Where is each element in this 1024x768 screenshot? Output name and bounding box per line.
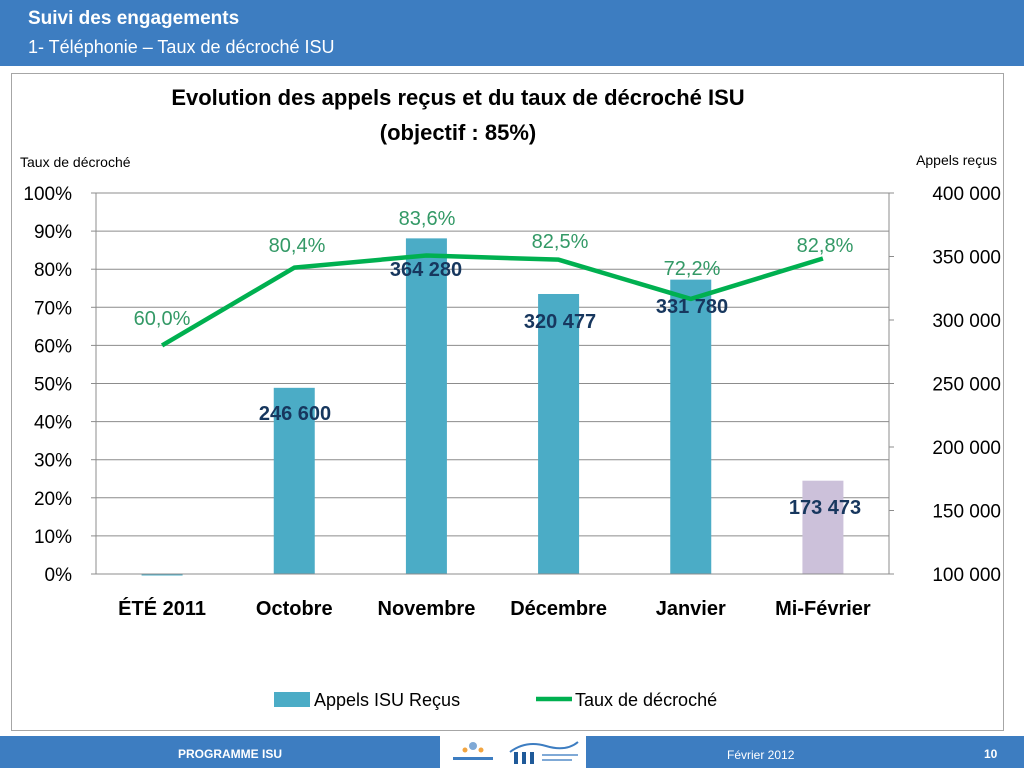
line-data-label: 82,8% bbox=[797, 235, 854, 257]
line-data-label: 72,2% bbox=[664, 258, 721, 280]
right-tick-label: 100 000 bbox=[932, 565, 1001, 586]
bar-data-label: 173 473 bbox=[789, 497, 861, 519]
bar bbox=[405, 238, 447, 575]
right-axis-ticks: 100 000 150 000 200 000 250 000 300 000 350 0… bbox=[932, 184, 1001, 586]
line-data-label: 80,4% bbox=[269, 235, 326, 257]
line-data-label: 60,0% bbox=[134, 308, 191, 330]
bar-series bbox=[141, 238, 844, 576]
left-tick-label: 20% bbox=[34, 489, 72, 510]
line-data-label: 82,5% bbox=[532, 231, 589, 253]
left-axis-ticks: 0% 10% 20% 30% 40% 50% 60% 70% 80% 90% 100% bbox=[23, 184, 72, 586]
chart: Evolution des appels reçus et du taux de… bbox=[20, 85, 1001, 710]
line-data-label: 83,6% bbox=[399, 208, 456, 230]
footer-date: Février 2012 bbox=[727, 748, 795, 762]
left-tick-label: 50% bbox=[34, 375, 72, 396]
left-tick-label: 40% bbox=[34, 413, 72, 434]
left-tick-label: 90% bbox=[34, 222, 72, 243]
right-tick-label: 150 000 bbox=[932, 502, 1001, 523]
category-label: Janvier bbox=[656, 598, 726, 620]
chart-frame bbox=[11, 73, 1004, 731]
bar bbox=[273, 387, 315, 574]
left-tick-label: 30% bbox=[34, 451, 72, 472]
legend-bar-label: Appels ISU Reçus bbox=[314, 690, 460, 710]
right-tick-label: 350 000 bbox=[932, 248, 1001, 269]
bar bbox=[802, 480, 844, 574]
right-axis-title: Appels reçus bbox=[916, 152, 997, 168]
left-tick-label: 80% bbox=[34, 260, 72, 281]
category-label: Décembre bbox=[510, 598, 607, 620]
bar-data-label: 331 780 bbox=[656, 296, 728, 318]
legend-line-label: Taux de décroché bbox=[575, 690, 717, 710]
slide-title: Suivi des engagements bbox=[28, 8, 240, 29]
line-series bbox=[160, 253, 824, 348]
gridlines bbox=[91, 192, 894, 575]
bar-data-label: 320 477 bbox=[524, 311, 596, 333]
category-label: ÉTÉ 2011 bbox=[118, 597, 206, 620]
chart-subtitle: (objectif : 85%) bbox=[380, 120, 536, 145]
left-tick-label: 60% bbox=[34, 336, 72, 357]
footer-program: PROGRAMME ISU bbox=[178, 747, 283, 761]
category-label: Octobre bbox=[256, 598, 333, 620]
slide-footer: PROGRAMME ISU Février 2012 10 bbox=[0, 736, 1024, 768]
right-tick-label: 300 000 bbox=[932, 311, 1001, 332]
bar bbox=[670, 279, 712, 574]
line-data-labels: 60,0% 80,4% 83,6% 82,5% 72,2% 82,8% bbox=[134, 208, 854, 330]
legend: Appels ISU Reçus Taux de décroché bbox=[274, 690, 717, 710]
acoss-logo bbox=[453, 742, 493, 760]
bar-data-labels: 246 600 364 280 320 477 331 780 173 473 bbox=[259, 259, 861, 519]
legend-bar-swatch bbox=[274, 692, 310, 707]
category-label: Novembre bbox=[378, 598, 476, 620]
bar bbox=[538, 293, 580, 574]
right-tick-label: 200 000 bbox=[932, 438, 1001, 459]
category-labels: ÉTÉ 2011 Octobre Novembre Décembre Janvier Mi… bbox=[118, 597, 871, 620]
bar-data-label: 364 280 bbox=[390, 259, 462, 281]
category-label: Mi-Février bbox=[775, 598, 871, 620]
left-tick-label: 70% bbox=[34, 298, 72, 319]
left-tick-label: 0% bbox=[45, 565, 73, 586]
series-line bbox=[160, 253, 824, 348]
right-tick-label: 400 000 bbox=[932, 184, 1001, 205]
left-tick-label: 100% bbox=[23, 184, 72, 205]
chart-title: Evolution des appels reçus et du taux de… bbox=[171, 85, 744, 110]
bar bbox=[141, 574, 183, 576]
slide-subtitle: 1- Téléphonie – Taux de décroché ISU bbox=[28, 37, 335, 57]
left-tick-label: 10% bbox=[34, 527, 72, 548]
footer-logos bbox=[440, 736, 586, 768]
bar-data-label: 246 600 bbox=[259, 403, 331, 425]
rsi-logo bbox=[509, 741, 579, 764]
left-axis-title: Taux de décroché bbox=[20, 154, 131, 170]
slide-header: Suivi des engagements 1- Téléphonie – Ta… bbox=[0, 0, 1024, 66]
footer-page-number: 10 bbox=[984, 747, 998, 761]
right-tick-label: 250 000 bbox=[932, 375, 1001, 396]
